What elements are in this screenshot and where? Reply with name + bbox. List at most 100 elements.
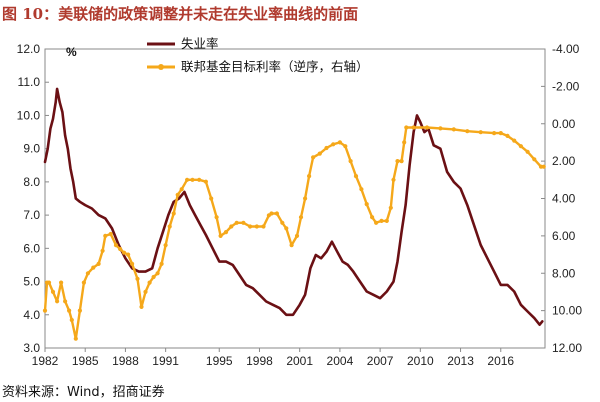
legend-item: 失业率 xyxy=(147,36,219,51)
series-marker xyxy=(167,224,172,229)
series-marker xyxy=(46,280,52,285)
series-marker xyxy=(175,192,180,197)
series-marker xyxy=(159,261,164,266)
series-marker xyxy=(197,177,202,182)
right-tick-label: 10.00 xyxy=(552,304,582,318)
right-tick-label: 8.00 xyxy=(552,266,576,280)
series-marker xyxy=(241,220,246,225)
series-marker xyxy=(353,174,359,179)
series-marker xyxy=(103,233,108,238)
series-marker xyxy=(402,140,407,145)
series-unemployment-rate xyxy=(43,87,544,327)
series-marker xyxy=(254,224,259,229)
x-tick-label: 2013 xyxy=(447,354,474,368)
right-tick-label: 6.00 xyxy=(552,229,576,243)
series-marker xyxy=(298,215,304,220)
right-tick-label: -2.00 xyxy=(552,79,580,93)
x-tick-label: 2007 xyxy=(367,354,394,368)
series-marker xyxy=(370,215,375,220)
series-marker xyxy=(384,218,389,223)
legend-label: 联邦基金目标利率（逆序，右轴） xyxy=(181,59,369,74)
series-marker xyxy=(179,187,184,192)
left-tick-label: 5.0 xyxy=(23,275,40,289)
series-marker xyxy=(130,261,135,266)
left-axis: 12.0 11.0 10.0 9.0 8.0 7.0 6.0 5.0 4.0 3.0 xyxy=(17,42,49,355)
series-marker xyxy=(229,224,234,229)
x-tick-label: 2016 xyxy=(487,354,514,368)
right-tick-label: -4.00 xyxy=(552,42,580,56)
series-marker xyxy=(234,220,239,225)
legend-marker xyxy=(158,64,164,70)
source-note: 资料来源：Wind，招商证券 xyxy=(2,385,165,400)
figure-title: 图 10：美联储的政策调整并未走在失业率曲线的前面 xyxy=(2,5,359,23)
series-marker xyxy=(69,317,74,323)
x-tick-label: 1988 xyxy=(112,354,139,368)
series-marker xyxy=(63,299,68,304)
x-tick-label: 2010 xyxy=(407,354,434,368)
series-marker xyxy=(331,142,336,147)
series-marker xyxy=(126,252,131,257)
x-tick-label: 2001 xyxy=(286,354,313,368)
series-marker xyxy=(139,304,144,309)
left-tick-label: 8.0 xyxy=(23,175,40,189)
x-tick-label: 1985 xyxy=(72,354,99,368)
series-marker xyxy=(55,299,60,304)
series-fed-funds-rate xyxy=(42,125,546,341)
series-layer xyxy=(42,87,546,341)
series-marker xyxy=(100,248,105,253)
series-marker xyxy=(518,144,524,149)
series-marker xyxy=(348,159,353,164)
series-marker xyxy=(374,220,379,225)
series-marker xyxy=(388,205,393,210)
series-marker xyxy=(324,145,329,151)
series-marker xyxy=(77,308,82,313)
series-marker xyxy=(96,261,101,266)
series-marker xyxy=(451,127,456,132)
series-marker xyxy=(311,155,316,160)
series-marker xyxy=(209,196,214,201)
series-marker xyxy=(50,289,56,294)
series-marker xyxy=(73,336,78,341)
right-tick-label: 12.00 xyxy=(552,341,582,355)
series-marker xyxy=(359,187,364,192)
x-tick-label: 2004 xyxy=(327,354,354,368)
series-marker xyxy=(307,174,312,179)
series-marker xyxy=(343,144,348,149)
series-marker xyxy=(67,308,72,313)
series-marker xyxy=(532,157,537,162)
series-marker xyxy=(218,233,223,238)
series-marker xyxy=(317,151,322,156)
series-marker xyxy=(42,308,48,313)
series-marker xyxy=(261,224,266,229)
series-marker xyxy=(151,274,156,280)
series-marker xyxy=(395,159,400,164)
series-marker xyxy=(108,231,113,237)
series-marker xyxy=(59,280,64,285)
series-marker xyxy=(171,211,176,216)
series-marker xyxy=(424,125,430,130)
left-tick-label: 7.0 xyxy=(23,208,40,222)
left-tick-label: 4.0 xyxy=(23,308,40,322)
left-tick-label: 10.0 xyxy=(17,108,41,122)
series-marker xyxy=(303,196,308,201)
series-marker xyxy=(135,276,140,281)
x-tick-label: 1998 xyxy=(246,354,273,368)
series-marker xyxy=(438,126,443,131)
series-marker xyxy=(203,179,208,184)
series-marker xyxy=(541,164,546,169)
left-tick-label: 3.0 xyxy=(23,341,40,355)
series-marker xyxy=(147,280,152,285)
series-marker xyxy=(223,230,229,235)
series-marker xyxy=(284,226,289,231)
series-marker xyxy=(391,177,396,182)
series-marker xyxy=(337,140,342,145)
series-marker xyxy=(155,271,160,276)
series-marker xyxy=(411,125,416,130)
series-marker xyxy=(404,125,409,130)
x-tick-label: 1991 xyxy=(152,354,179,368)
series-marker xyxy=(505,133,510,138)
series-marker xyxy=(85,271,90,276)
series-marker xyxy=(274,211,279,216)
series-marker xyxy=(163,243,168,248)
series-marker xyxy=(214,215,219,220)
